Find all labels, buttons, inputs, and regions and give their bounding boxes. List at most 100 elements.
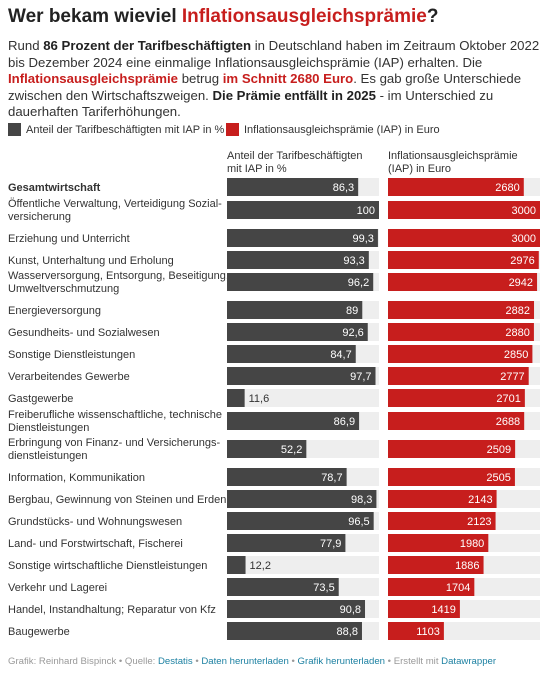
iap-bar (388, 490, 497, 508)
footer-separator: • (192, 656, 202, 667)
share-bar (227, 622, 362, 640)
share-value-label: 52,2 (281, 444, 302, 456)
intro-part: Rund (8, 38, 44, 53)
iap-value-label: 2850 (504, 349, 528, 361)
iap-bar (388, 201, 540, 219)
title-highlight: Inflationsausgleichsprämie (181, 6, 427, 27)
legend-item-share: Anteil der Tarifbeschäftigten mit IAP in… (8, 123, 224, 136)
share-bar (227, 301, 363, 319)
share-value-label: 99,3 (353, 233, 374, 245)
legend-swatch-share (8, 123, 21, 136)
share-value-label: 100 (357, 205, 375, 217)
row-label: Sonstige Dienstleistungen (8, 349, 135, 361)
row-label-line: Erbringung von Finanz- und Versicherungs… (8, 437, 221, 449)
footer-separator: • (288, 656, 298, 667)
footer-separator: • Erstellt mit (385, 656, 442, 667)
row-label-line: Verkehr und Lagerei (8, 582, 107, 594)
share-bar (227, 490, 377, 508)
share-value-label: 84,7 (330, 349, 351, 361)
row-label-line: Gesamtwirtschaft (8, 182, 101, 194)
iap-value-label: 2777 (500, 371, 524, 383)
share-bar (227, 273, 374, 291)
row-label: Gesundheits- und Sozialwesen (8, 327, 160, 339)
iap-value-label: 2505 (486, 472, 510, 484)
iap-bar (388, 534, 489, 552)
row-label-line: Grundstücks- und Wohnungswesen (8, 516, 182, 528)
share-value-label: 12,2 (250, 560, 271, 572)
row-label-line: Energieversorgung (8, 305, 101, 317)
title-suffix: ? (426, 6, 439, 27)
share-bar (227, 412, 360, 430)
column-header-line: mit IAP in % (227, 163, 287, 175)
share-bar (227, 440, 307, 458)
iap-value-label: 2976 (510, 255, 534, 267)
iap-value-label: 1419 (431, 604, 455, 616)
footer: Grafik: Reinhard Bispinck • Quelle: Dest… (8, 656, 496, 667)
row-label: Bergbau, Gewinnung von Steinen und Erden (8, 494, 226, 506)
source-link[interactable]: Destatis (158, 656, 193, 667)
row-label-line: Baugewerbe (8, 626, 70, 638)
legend-item-iap: Inflationsausgleichsprämie (IAP) in Euro (226, 123, 440, 136)
iap-bar (388, 512, 496, 530)
datawrapper-link[interactable]: Datawrapper (441, 656, 497, 667)
iap-value-label: 2509 (487, 444, 511, 456)
row-label: Gesamtwirtschaft (8, 182, 101, 194)
share-value-label: 77,9 (320, 538, 341, 550)
iap-value-label: 2688 (496, 416, 520, 428)
column-header-line: Inflationsausgleichsprämie (388, 150, 518, 162)
share-bar (227, 251, 369, 269)
row-label-line: Verarbeitendes Gewerbe (8, 371, 130, 383)
row-label-line: Bergbau, Gewinnung von Steinen und Erden (8, 494, 226, 506)
share-value-label: 96,5 (348, 516, 369, 528)
title-prefix: Wer bekam wieviel (8, 6, 182, 27)
share-bar (227, 600, 366, 618)
row-label: Land- und Forstwirtschaft, Fischerei (8, 538, 183, 550)
iap-value-label: 2143 (468, 494, 492, 506)
iap-bar (388, 412, 525, 430)
share-value-label: 90,8 (340, 604, 361, 616)
row-label: Information, Kommunikation (8, 472, 145, 484)
iap-value-label: 1704 (446, 582, 470, 594)
iap-bar (388, 323, 534, 341)
iap-value-label: 1980 (460, 538, 484, 550)
intro-bold: 86 Prozent der Tarifbeschäftigten (43, 38, 252, 53)
iap-value-label: 1103 (416, 626, 440, 638)
intro-highlight: im Schnitt 2680 Euro (222, 71, 354, 86)
share-value-label: 86,9 (334, 416, 355, 428)
iap-bar (388, 622, 444, 640)
row-label: Handel, Instandhaltung; Reparatur von Kf… (8, 604, 216, 616)
share-value-label: 73,5 (313, 582, 334, 594)
row-label: Freiberufliche wissenschaftliche, techni… (8, 409, 222, 434)
row-label: Gastgewerbe (8, 393, 73, 405)
share-value-label: 86,3 (333, 182, 354, 194)
intro-text: Rund 86 Prozent der Tarifbeschäftigten i… (8, 38, 544, 121)
intro-bold: Die Prämie entfällt in 2025 (212, 87, 376, 103)
share-value-label: 78,7 (321, 472, 342, 484)
column-header-share: Anteil der Tarifbeschäftigten mit IAP in… (227, 150, 363, 176)
share-bar (227, 556, 246, 574)
iap-bar (388, 301, 535, 319)
iap-bar (388, 367, 529, 385)
footer-credit: Grafik: Reinhard Bispinck • Quelle: (8, 656, 158, 667)
download-data-link[interactable]: Daten herunterladen (201, 656, 289, 667)
iap-bar (388, 556, 484, 574)
share-bar (227, 178, 359, 196)
row-label-line: Öffentliche Verwaltung, Verteidigung Soz… (8, 198, 222, 210)
row-label: Verkehr und Lagerei (8, 582, 107, 594)
row-label-line: Umweltverschmutzung (8, 283, 119, 295)
row-label-line: Sonstige Dienstleistungen (8, 349, 135, 361)
download-graphic-link[interactable]: Grafik herunterladen (297, 656, 386, 667)
share-bar (227, 323, 368, 341)
row-label-line: Handel, Instandhaltung; Reparatur von Kf… (8, 604, 216, 616)
iap-bar (388, 273, 538, 291)
row-label-line: dienstleistungen (8, 450, 88, 462)
row-label: Öffentliche Verwaltung, Verteidigung Soz… (8, 198, 222, 223)
iap-bar (388, 251, 539, 269)
row-label-line: Wasserversorgung, Entsorgung, Beseitigun… (8, 270, 229, 282)
iap-value-label: 2882 (506, 305, 530, 317)
legend-label-share: Anteil der Tarifbeschäftigten mit IAP in… (26, 123, 225, 136)
share-bar (227, 468, 347, 486)
intro-part: betrug (178, 71, 223, 86)
row-label: Verarbeitendes Gewerbe (8, 371, 130, 383)
